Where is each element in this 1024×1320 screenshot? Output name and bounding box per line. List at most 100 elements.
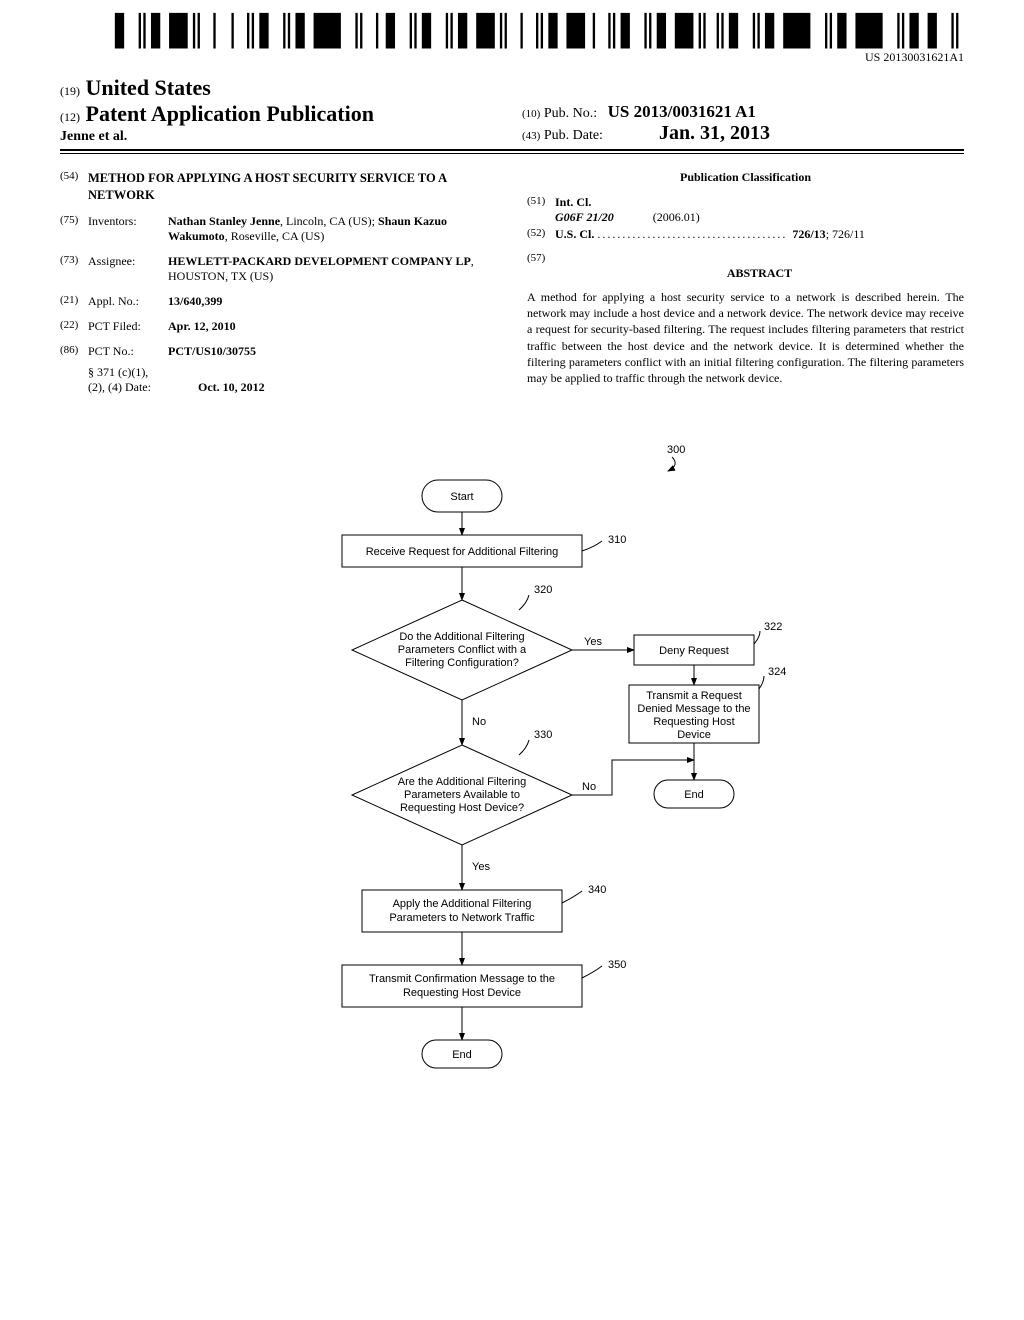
f52-val2: ; 726/11 [826, 227, 865, 241]
field-57: (57) ABSTRACT [527, 252, 964, 289]
svg-text:Do the Additional Filtering: Do the Additional Filtering [399, 631, 524, 643]
svg-text:Yes: Yes [584, 636, 602, 648]
header-19-text: United States [86, 75, 211, 100]
svg-text:310: 310 [608, 534, 626, 546]
header-19-num: (19) [60, 84, 80, 98]
f86-label: PCT No.: [88, 344, 168, 359]
f52-num: (52) [527, 227, 555, 242]
svg-text:Receive Request for Additional: Receive Request for Additional Filtering [366, 546, 559, 558]
fc-340 [362, 890, 562, 932]
field-21: (21) Appl. No.: 13/640,399 [60, 294, 497, 309]
f75-num: (75) [60, 214, 88, 244]
f73-num: (73) [60, 254, 88, 284]
header-12-text: Patent Application Publication [86, 101, 374, 126]
f52-val1: 726/13 [792, 227, 825, 241]
svg-text:Requesting Host Device?: Requesting Host Device? [400, 802, 524, 814]
svg-text:320: 320 [534, 584, 552, 596]
f75-label: Inventors: [88, 214, 168, 244]
f86-num: (86) [60, 344, 88, 359]
header-authors: Jenne et al. [60, 129, 502, 145]
f54-title: METHOD FOR APPLYING A HOST SECURITY SERV… [88, 170, 497, 204]
header-pubno: (10) Pub. No.: US 2013/0031621 A1 [522, 102, 964, 122]
f51-label: Int. Cl. [555, 195, 964, 210]
f75-val: Nathan Stanley Jenne, Lincoln, CA (US); … [168, 214, 497, 244]
flowchart-svg: 300 Start Receive Request for Additional… [232, 435, 792, 1115]
body-columns: (54) METHOD FOR APPLYING A HOST SECURITY… [60, 170, 964, 405]
barcode-area: ▌║▌█║││║▌║▌█▌║│▌║▌║▌█║│║▌█│║▌║▌█║║▌║▌█▌║… [60, 20, 964, 46]
field-73: (73) Assignee: HEWLETT-PACKARD DEVELOPME… [60, 254, 497, 284]
f57-num: (57) [527, 252, 555, 289]
svg-text:Parameters Available to: Parameters Available to [404, 789, 520, 801]
svg-text:Denied Message to the: Denied Message to the [637, 703, 750, 715]
f52-dots: ...................................... [597, 227, 792, 241]
f22-val: Apr. 12, 2010 [168, 319, 497, 334]
svg-text:Start: Start [450, 491, 473, 503]
header-row: (19) United States (12) Patent Applicati… [60, 75, 964, 151]
header-rule [60, 153, 964, 154]
f371-label: § 371 (c)(1), (2), (4) Date: [88, 365, 198, 395]
header-pubdate: (43) Pub. Date: Jan. 31, 2013 [522, 122, 964, 145]
header-line-12: (12) Patent Application Publication [60, 101, 502, 127]
header-line-19: (19) United States [60, 75, 502, 101]
f22-num: (22) [60, 319, 88, 334]
f371-val: Oct. 10, 2012 [198, 380, 497, 395]
field-86: (86) PCT No.: PCT/US10/30755 [60, 344, 497, 359]
svg-text:350: 350 [608, 959, 626, 971]
svg-text:Requesting Host Device: Requesting Host Device [403, 987, 521, 999]
f54-num: (54) [60, 170, 88, 204]
pubno-val: US 2013/0031621 A1 [608, 102, 756, 121]
svg-text:Device: Device [677, 729, 711, 741]
svg-text:Parameters Conflict with a: Parameters Conflict with a [398, 644, 527, 656]
f21-num: (21) [60, 294, 88, 309]
svg-text:322: 322 [764, 621, 782, 633]
f21-label: Appl. No.: [88, 294, 168, 309]
fc-ref-300: 300 [667, 444, 685, 456]
flowchart: 300 Start Receive Request for Additional… [60, 435, 964, 1115]
svg-text:Transmit Confirmation Message: Transmit Confirmation Message to the [369, 973, 555, 985]
svg-text:Yes: Yes [472, 861, 490, 873]
f22-label: PCT Filed: [88, 319, 168, 334]
pubdate-val: Jan. 31, 2013 [659, 122, 770, 144]
svg-text:Are the Additional Filtering: Are the Additional Filtering [398, 776, 526, 788]
field-52: (52) U.S. Cl. ..........................… [527, 227, 964, 242]
header-12-num: (12) [60, 110, 80, 124]
svg-text:330: 330 [534, 729, 552, 741]
pubdate-label: Pub. Date: [544, 128, 603, 143]
svg-text:Requesting Host: Requesting Host [653, 716, 734, 728]
svg-text:End: End [452, 1049, 472, 1061]
barcode-text: US 20130031621A1 [60, 50, 964, 65]
svg-text:Apply the Additional Filtering: Apply the Additional Filtering [393, 898, 532, 910]
svg-text:End: End [684, 789, 704, 801]
svg-text:No: No [582, 781, 596, 793]
svg-text:Filtering Configuration?: Filtering Configuration? [405, 657, 519, 669]
field-371: § 371 (c)(1), (2), (4) Date: Oct. 10, 20… [60, 365, 497, 395]
pubdate-num: (43) [522, 130, 540, 142]
f86-val: PCT/US10/30755 [168, 344, 497, 359]
right-column: Publication Classification (51) Int. Cl.… [527, 170, 964, 405]
pubclass-head: Publication Classification [527, 170, 964, 185]
f51-code: G06F 21/20 [555, 210, 614, 224]
abstract-head: ABSTRACT [555, 266, 964, 281]
f21-val: 13/640,399 [168, 294, 497, 309]
left-column: (54) METHOD FOR APPLYING A HOST SECURITY… [60, 170, 497, 405]
field-51: (51) Int. Cl. G06F 21/20 (2006.01) [527, 195, 964, 225]
f51-num: (51) [527, 195, 555, 225]
svg-text:Deny Request: Deny Request [659, 645, 729, 657]
f52-label: U.S. Cl. [555, 227, 594, 241]
f73-val: HEWLETT-PACKARD DEVELOPMENT COMPANY LP, … [168, 254, 497, 284]
svg-text:No: No [472, 716, 486, 728]
f51-year: (2006.01) [653, 210, 700, 224]
svg-text:Parameters to Network Traffic: Parameters to Network Traffic [389, 912, 535, 924]
pubno-label: Pub. No.: [544, 106, 597, 121]
field-54: (54) METHOD FOR APPLYING A HOST SECURITY… [60, 170, 497, 204]
field-75: (75) Inventors: Nathan Stanley Jenne, Li… [60, 214, 497, 244]
svg-text:340: 340 [588, 884, 606, 896]
field-22: (22) PCT Filed: Apr. 12, 2010 [60, 319, 497, 334]
f73-label: Assignee: [88, 254, 168, 284]
barcode-graphic: ▌║▌█║││║▌║▌█▌║│▌║▌║▌█║│║▌█│║▌║▌█║║▌║▌█▌║… [115, 20, 964, 44]
svg-text:324: 324 [768, 666, 786, 678]
pubno-num: (10) [522, 108, 540, 120]
svg-text:Transmit a Request: Transmit a Request [646, 690, 742, 702]
fc-350 [342, 965, 582, 1007]
abstract-text: A method for applying a host security se… [527, 289, 964, 386]
